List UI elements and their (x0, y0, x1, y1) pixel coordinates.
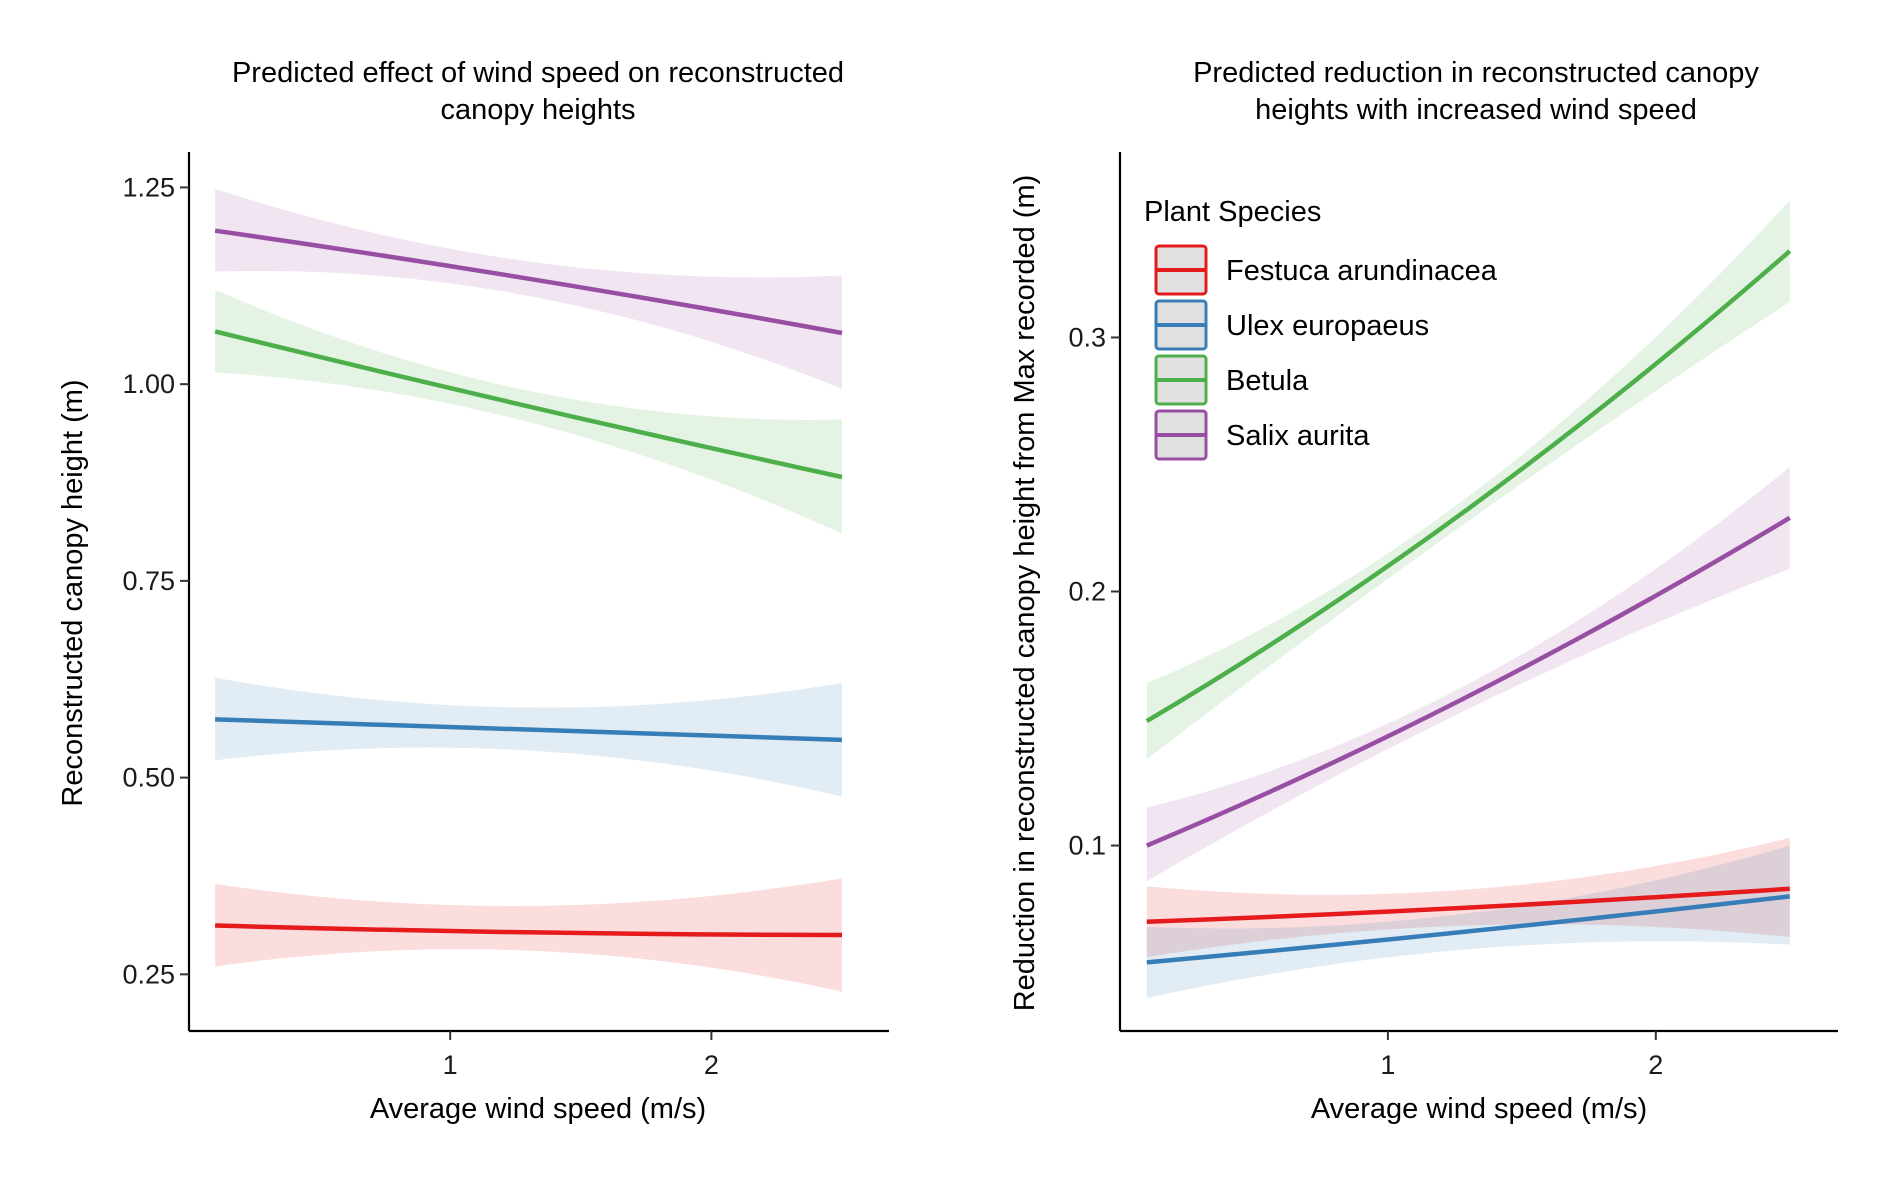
left-band-salix-aurita (215, 188, 842, 389)
left-x-tick-label: 1 (443, 1050, 458, 1080)
legend-title: Plant Species (1144, 196, 1321, 228)
left-chart-title-line-1: Predicted effect of wind speed on recons… (232, 57, 844, 89)
right-y-tick-label: 0.3 (1068, 322, 1106, 352)
right-series-lines (1145, 249, 1792, 965)
right-x-tick-label: 1 (1380, 1050, 1395, 1080)
left-line-festuca-arundinacea (215, 923, 842, 938)
right-band-salix-aurita (1146, 467, 1790, 882)
left-y-axis-label: Reconstructed canopy height (m) (57, 379, 89, 806)
right-band-festuca-arundinacea (1146, 837, 1790, 958)
right-chart-panel: Predicted reduction in reconstructed can… (1009, 57, 1838, 1125)
right-line-festuca-arundinacea (1146, 886, 1790, 925)
left-chart-title-line-2: canopy heights (440, 94, 635, 126)
left-band-betula (215, 289, 842, 534)
left-x-axis-label: Average wind speed (m/s) (370, 1093, 706, 1125)
right-y-tick-label: 0.1 (1068, 831, 1106, 861)
legend: Plant Species Festuca arundinacea Ulex eu… (1144, 196, 1498, 461)
right-y-ticks: 0.1 0.2 0.3 (1068, 322, 1120, 861)
legend-label-festuca-arundinacea: Festuca arundinacea (1226, 255, 1498, 287)
left-band-ulex-europaeus (215, 677, 842, 797)
left-y-tick-label: 1.25 (122, 172, 175, 202)
right-band-ulex-europaeus (1146, 845, 1790, 998)
right-x-tick-label: 2 (1648, 1050, 1663, 1080)
legend-label-ulex-europaeus: Ulex europaeus (1226, 310, 1429, 342)
right-line-ulex-europaeus (1146, 894, 1791, 965)
legend-items: Festuca arundinacea Ulex europaeus Betula S… (1154, 244, 1498, 461)
left-y-tick-label: 1.00 (122, 369, 175, 399)
legend-label-salix-aurita: Salix aurita (1226, 420, 1370, 452)
left-y-tick-label: 0.25 (122, 959, 175, 989)
left-line-ulex-europaeus (215, 717, 843, 743)
left-y-tick-label: 0.50 (122, 763, 175, 793)
left-confidence-bands (215, 188, 842, 992)
left-line-salix-aurita (214, 228, 843, 336)
left-series-lines (214, 228, 843, 938)
right-chart-title-line-1: Predicted reduction in reconstructed can… (1193, 57, 1759, 89)
left-y-ticks: 0.25 0.50 0.75 1.00 1.25 (122, 172, 189, 989)
right-chart-title-line-2: heights with increased wind speed (1255, 94, 1697, 126)
right-y-axis-label: Reduction in reconstructed canopy height… (1009, 175, 1041, 1012)
legend-label-betula: Betula (1226, 365, 1309, 397)
right-line-betula (1145, 249, 1792, 724)
right-x-axis-label: Average wind speed (m/s) (1311, 1093, 1647, 1125)
left-chart-panel: Predicted effect of wind speed on recons… (57, 57, 889, 1125)
right-line-salix-aurita (1145, 515, 1791, 848)
left-x-tick-label: 2 (704, 1050, 719, 1080)
left-line-betula (214, 329, 843, 480)
right-y-tick-label: 0.2 (1068, 577, 1106, 607)
left-y-tick-label: 0.75 (122, 566, 175, 596)
left-band-festuca-arundinacea (215, 878, 842, 992)
